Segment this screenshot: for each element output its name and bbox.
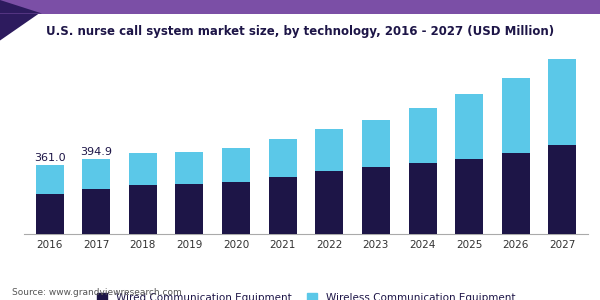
Bar (502, 78, 530, 153)
Bar (362, 167, 390, 234)
Bar (129, 185, 157, 234)
Text: U.S. nurse call system market size, by technology, 2016 - 2027 (USD Million): U.S. nurse call system market size, by t… (46, 25, 554, 38)
Bar (222, 182, 250, 234)
Bar (455, 94, 483, 159)
Text: 394.9: 394.9 (80, 147, 112, 157)
Bar (129, 153, 157, 185)
Bar (222, 148, 250, 182)
Bar (82, 189, 110, 234)
Bar (502, 153, 530, 234)
Bar (362, 120, 390, 167)
Bar (409, 164, 437, 234)
Bar (548, 145, 577, 234)
Legend: Wired Communication Equipment, Wireless Communication Equipment: Wired Communication Equipment, Wireless … (92, 289, 520, 300)
Text: 361.0: 361.0 (34, 153, 65, 163)
Polygon shape (0, 14, 39, 40)
Bar (269, 177, 296, 234)
Bar (455, 159, 483, 234)
Text: Source: www.grandviewresearch.com: Source: www.grandviewresearch.com (12, 288, 182, 297)
Bar (409, 108, 437, 164)
Bar (175, 184, 203, 234)
Bar (316, 129, 343, 171)
Bar (35, 194, 64, 234)
Bar (269, 140, 296, 177)
Bar (316, 171, 343, 234)
Polygon shape (0, 0, 42, 14)
Bar (175, 152, 203, 184)
Bar (548, 59, 577, 145)
Bar (35, 166, 64, 194)
Bar (82, 159, 110, 189)
